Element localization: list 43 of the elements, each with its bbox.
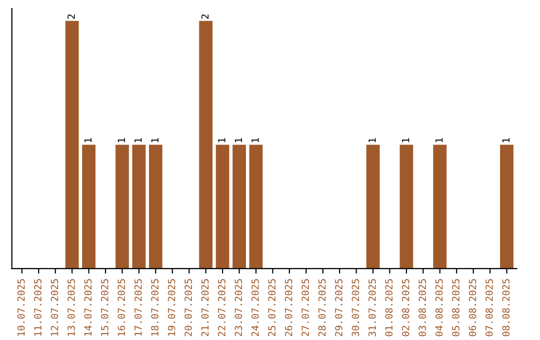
x-tick-label: 18.07.2025 xyxy=(151,279,159,336)
x-tick-label: 17.07.2025 xyxy=(134,279,142,336)
x-tick-label: 05.08.2025 xyxy=(452,279,460,336)
x-tick-label: 21.07.2025 xyxy=(201,279,209,336)
data-label: 1 xyxy=(368,138,376,142)
data-label: 2 xyxy=(68,14,75,19)
x-tick-label: 15.07.2025 xyxy=(100,279,108,336)
data-label: 1 xyxy=(118,138,125,142)
x-tick-label: 24.07.2025 xyxy=(251,279,259,336)
x-tick-label: 08.08.2025 xyxy=(502,279,510,336)
x-tick-label: 14.07.2025 xyxy=(84,279,92,336)
x-tick-label: 22.07.2025 xyxy=(218,279,226,336)
data-label: 1 xyxy=(234,138,242,142)
x-tick-label: 30.07.2025 xyxy=(352,279,360,336)
data-label: 1 xyxy=(151,138,158,142)
x-tick-label: 20.07.2025 xyxy=(184,279,192,336)
data-label: 1 xyxy=(252,138,259,142)
x-tick-label: 10.07.2025 xyxy=(17,279,25,336)
data-label: 1 xyxy=(402,138,410,142)
data-label: 1 xyxy=(435,138,443,142)
x-tick-label: 04.08.2025 xyxy=(435,279,443,336)
x-tick-label: 02.08.2025 xyxy=(402,279,410,336)
x-tick-label: 26.07.2025 xyxy=(284,279,292,336)
x-tick-label: 03.08.2025 xyxy=(418,279,426,336)
data-label: 2 xyxy=(201,14,209,19)
x-tick-label: 29.07.2025 xyxy=(335,279,342,336)
x-tick-label: 07.08.2025 xyxy=(486,279,493,336)
data-label: 1 xyxy=(502,138,510,142)
x-tick-label: 27.07.2025 xyxy=(302,279,309,336)
data-label: 1 xyxy=(84,138,92,142)
x-tick-label: 13.07.2025 xyxy=(68,279,75,336)
x-tick-label: 19.07.2025 xyxy=(168,279,176,336)
x-tick-label: 28.07.2025 xyxy=(318,279,326,336)
x-tick-label: 11.07.2025 xyxy=(34,279,42,336)
x-tick-label: 06.08.2025 xyxy=(468,279,476,336)
data-label: 1 xyxy=(134,138,142,142)
x-tick-label: 31.07.2025 xyxy=(368,279,376,336)
x-tick-label: 23.07.2025 xyxy=(234,279,242,336)
x-tick-label: 16.07.2025 xyxy=(118,279,126,336)
x-tick-label: 25.07.2025 xyxy=(268,279,276,336)
x-tick-label: 12.07.2025 xyxy=(50,279,58,336)
data-label: 1 xyxy=(218,138,226,142)
x-tick-label: 01.08.2025 xyxy=(385,279,393,336)
